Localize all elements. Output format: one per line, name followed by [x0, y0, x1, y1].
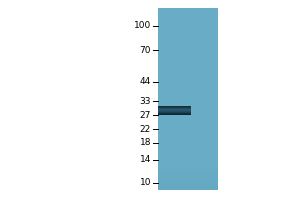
Bar [158, 104, 218, 106]
Bar [158, 53, 218, 56]
Bar [158, 114, 191, 115]
Bar [158, 35, 218, 38]
Bar [158, 42, 218, 44]
Text: 14: 14 [140, 155, 151, 164]
Bar [158, 181, 218, 183]
Bar [158, 144, 218, 147]
Bar [158, 115, 218, 117]
Text: 27: 27 [140, 111, 151, 120]
Bar [158, 74, 218, 76]
Text: 44: 44 [140, 77, 151, 86]
Bar [158, 106, 218, 108]
Bar [158, 90, 218, 92]
Bar [158, 140, 218, 142]
Bar [158, 133, 218, 135]
Bar [158, 151, 218, 154]
Bar [158, 135, 218, 138]
Bar [158, 15, 218, 17]
Text: 10: 10 [140, 178, 151, 187]
Bar [158, 112, 191, 113]
Bar [158, 44, 218, 47]
Bar [158, 26, 218, 28]
Bar [158, 24, 218, 26]
Bar [158, 174, 218, 176]
Bar [158, 154, 218, 156]
Bar [158, 56, 218, 58]
Bar [158, 38, 218, 40]
Bar [158, 113, 191, 114]
Bar [158, 172, 218, 174]
Bar [158, 126, 218, 129]
Bar [158, 113, 218, 115]
Bar [158, 92, 218, 94]
Bar [158, 85, 218, 88]
Bar [158, 81, 218, 83]
Bar [158, 167, 218, 170]
Bar [158, 160, 218, 163]
Bar [158, 8, 218, 10]
Bar [158, 183, 218, 185]
Bar [158, 138, 218, 140]
Bar [158, 147, 218, 149]
Bar [158, 69, 218, 72]
Bar [158, 83, 218, 85]
Bar [158, 188, 218, 190]
Bar [158, 185, 218, 188]
Bar [158, 107, 191, 108]
Bar [158, 165, 218, 167]
Bar [158, 170, 218, 172]
Bar [158, 60, 218, 63]
Bar [158, 109, 191, 110]
Bar [158, 111, 191, 112]
Text: 100: 100 [134, 21, 151, 30]
Bar [158, 176, 218, 179]
Bar [158, 131, 218, 133]
Bar [158, 97, 218, 99]
Bar [158, 76, 218, 79]
Text: 33: 33 [140, 97, 151, 106]
Bar [158, 65, 218, 67]
Bar [158, 124, 218, 126]
Bar [158, 179, 218, 181]
Bar [158, 63, 218, 65]
Bar [158, 22, 218, 24]
Bar [158, 31, 218, 33]
Bar [158, 119, 218, 122]
Bar [158, 17, 218, 19]
Text: 22: 22 [140, 125, 151, 134]
Bar [158, 108, 191, 109]
Bar [158, 33, 218, 35]
Bar [158, 110, 218, 113]
Bar [158, 101, 218, 104]
Bar [158, 117, 218, 119]
Bar [158, 129, 218, 131]
Bar [158, 13, 218, 15]
Bar [158, 149, 218, 151]
Bar [158, 156, 218, 158]
Bar [158, 40, 218, 42]
Text: 70: 70 [140, 46, 151, 55]
Bar [158, 72, 218, 74]
Bar [158, 122, 218, 124]
Bar [158, 19, 218, 22]
Bar [158, 58, 218, 60]
Bar [158, 88, 218, 90]
Bar [158, 49, 218, 51]
Bar [158, 142, 218, 144]
Bar [158, 99, 218, 101]
Bar [158, 47, 218, 49]
Bar [158, 51, 218, 53]
Bar [158, 79, 218, 81]
Bar [158, 110, 191, 111]
Bar [158, 163, 218, 165]
Bar [158, 108, 218, 110]
Text: 18: 18 [140, 138, 151, 147]
Bar [158, 67, 218, 69]
Bar [158, 106, 191, 107]
Bar [158, 94, 218, 97]
Bar [158, 28, 218, 31]
Bar [158, 10, 218, 13]
Bar [158, 158, 218, 160]
